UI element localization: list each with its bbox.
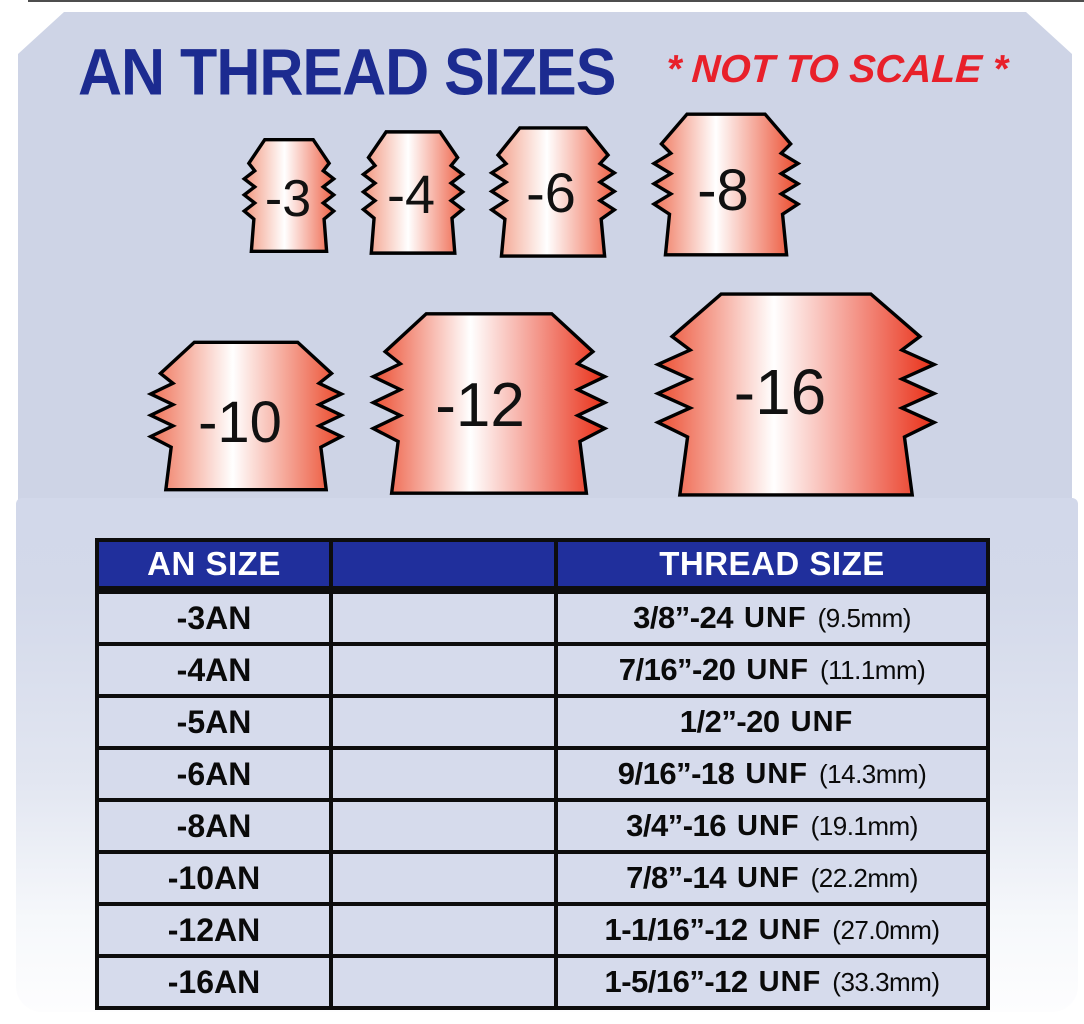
thread-spec: 1-1/16”-12: [604, 912, 748, 947]
thread-size-cell: 1-1/16”-12 UNF (27.0mm): [558, 906, 986, 954]
thread-standard: UNF: [758, 913, 822, 946]
spacer-cell: [333, 906, 554, 954]
thread-metric: (9.5mm): [817, 602, 912, 633]
fitting-shape: [658, 294, 934, 495]
fitting-label: -16: [734, 356, 827, 428]
fitting-shape: [363, 132, 462, 253]
fitting-label: -8: [697, 158, 749, 223]
fitting-shape: [492, 128, 615, 256]
fitting-minus-8: -8: [654, 114, 798, 255]
fitting-label: -12: [435, 371, 525, 440]
fitting-shape: [151, 342, 342, 489]
spacer-cell: [333, 958, 554, 1006]
thread-metric: (22.2mm): [810, 862, 919, 893]
thread-standard: UNF: [758, 965, 822, 998]
fitting-label: -6: [526, 161, 576, 224]
thread-standard: UNF: [746, 653, 809, 686]
thread-metric: (11.1mm): [819, 654, 926, 685]
an-size-cell: -6AN: [99, 750, 329, 798]
fitting-minus-10: -10: [151, 342, 342, 489]
fitting-minus-16: -16: [658, 294, 934, 495]
fitting-shape: [654, 114, 798, 255]
thread-size-cell: 1-5/16”-12 UNF (33.3mm): [558, 958, 986, 1006]
spacer-cell: [333, 646, 554, 694]
spacer-cell: [333, 854, 554, 902]
thread-size-cell: 1/2”-20 UNF: [558, 698, 986, 746]
spacer-cell: [333, 750, 554, 798]
thread-metric: (27.0mm): [832, 914, 940, 945]
fitting-label: -3: [265, 170, 311, 228]
thread-size-cell: 3/8”-24 UNF (9.5mm): [558, 594, 986, 642]
thread-size-cell: 3/4”-16 UNF (19.1mm): [558, 802, 986, 850]
an-size-cell: -5AN: [99, 698, 329, 746]
thread-spec: 9/16”-18: [617, 756, 735, 791]
fittings-illustration: -3 -4 -6 -8 -10 -12 -16: [0, 0, 1084, 530]
thread-standard: UNF: [790, 705, 854, 738]
thread-spec: 3/8”-24: [633, 600, 733, 635]
an-size-cell: -10AN: [99, 854, 329, 902]
thread-spec: 7/8”-14: [626, 860, 727, 895]
page-title: AN THREAD SIZES: [78, 35, 616, 109]
spacer-cell: [333, 698, 554, 746]
top-edge-line: [28, 0, 1084, 2]
table-header-thread-size: THREAD SIZE: [558, 542, 986, 586]
an-size-cell: -3AN: [99, 594, 329, 642]
thread-size-cell: 7/8”-14 UNF (22.2mm): [558, 854, 986, 902]
thread-standard: UNF: [744, 601, 807, 634]
fitting-minus-6: -6: [492, 128, 615, 256]
thread-metric: (33.3mm): [832, 966, 940, 997]
table-header-an-size: AN SIZE: [99, 542, 329, 586]
thread-size-table: AN SIZE THREAD SIZE -3AN 3/8”-24 UNF (9.…: [95, 538, 990, 1010]
fitting-minus-3: -3: [244, 140, 333, 252]
thread-metric: (19.1mm): [810, 810, 919, 841]
fitting-shape: [244, 140, 333, 252]
fitting-label: -4: [387, 165, 435, 225]
thread-size-cell: 9/16”-18 UNF (14.3mm): [558, 750, 986, 798]
thread-standard: UNF: [745, 757, 808, 790]
table-header-spacer: [333, 542, 554, 586]
thread-metric: (14.3mm): [819, 758, 927, 789]
spacer-cell: [333, 594, 554, 642]
fitting-minus-4: -4: [363, 132, 462, 253]
an-size-cell: -12AN: [99, 906, 329, 954]
fitting-shape: [373, 314, 605, 493]
spacer-cell: [333, 802, 554, 850]
thread-standard: UNF: [737, 861, 800, 894]
thread-spec: 1-5/16”-12: [604, 964, 748, 999]
thread-spec: 3/4”-16: [626, 808, 727, 843]
thread-standard: UNF: [737, 809, 800, 842]
thread-spec: 1/2”-20: [679, 704, 780, 739]
an-size-cell: -16AN: [99, 958, 329, 1006]
an-size-cell: -8AN: [99, 802, 329, 850]
thread-spec: 7/16”-20: [618, 652, 736, 687]
fitting-minus-12: -12: [373, 314, 605, 493]
thread-size-cell: 7/16”-20 UNF (11.1mm): [558, 646, 986, 694]
an-size-cell: -4AN: [99, 646, 329, 694]
fitting-label: -10: [198, 390, 282, 455]
